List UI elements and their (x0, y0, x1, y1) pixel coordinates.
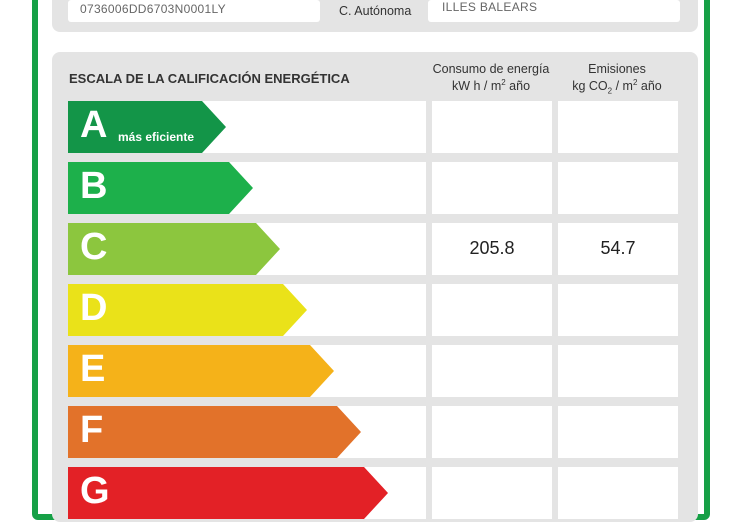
rating-letter: D (80, 287, 108, 329)
rating-letter: A (80, 104, 108, 146)
energy-column-header: Consumo de energía kW h / m2 año (428, 61, 554, 95)
region-field: ILLES BALEARS (428, 0, 680, 22)
rating-bar-cell: G (68, 467, 426, 519)
energy-value-cell (432, 162, 552, 214)
rating-arrow-f: F (68, 406, 361, 458)
energy-value-cell (432, 284, 552, 336)
emissions-value-cell (558, 162, 678, 214)
energy-value: 205.8 (469, 238, 515, 258)
energy-value-cell (432, 101, 552, 153)
rating-bar-cell: E (68, 345, 426, 397)
emissions-header-line2: kg CO2 / m2 año (572, 77, 662, 96)
rating-row-f: F (0, 406, 750, 458)
rating-arrow-c: C (68, 223, 280, 275)
emissions-value-cell (558, 101, 678, 153)
rating-arrow-d: D (68, 284, 307, 336)
energy-header-line2: kW h / m2 año (451, 77, 531, 93)
rating-letter: C (80, 226, 108, 268)
rating-row-b: B (0, 162, 750, 214)
energy-value-cell: 205.8 (432, 223, 552, 275)
rating-bar-cell: D (68, 284, 426, 336)
rating-note: más eficiente (118, 130, 195, 144)
energy-value-cell (432, 345, 552, 397)
rating-bar-cell: B (68, 162, 426, 214)
emissions-column-header: Emisiones kg CO2 / m2 año (554, 61, 680, 95)
region-label: C. Autónoma (339, 4, 412, 18)
emissions-value-cell (558, 467, 678, 519)
emissions-value-cell (558, 284, 678, 336)
energy-header-line1: Consumo de energía (432, 62, 550, 76)
rating-row-c: C 205.8 54.7 (0, 223, 750, 275)
rating-row-e: E (0, 345, 750, 397)
rating-letter: F (80, 409, 104, 451)
rating-row-g: G (0, 467, 750, 519)
energy-value-cell (432, 406, 552, 458)
emissions-value-cell: 54.7 (558, 223, 678, 275)
rating-letter: G (80, 470, 110, 512)
reference-field: 0736006DD6703N0001LY (68, 0, 320, 22)
emissions-value-cell (558, 406, 678, 458)
emissions-value: 54.7 (600, 238, 636, 258)
rating-letter: E (80, 348, 106, 390)
rating-bar-cell: F (68, 406, 426, 458)
rating-row-d: D (0, 284, 750, 336)
reference-value: 0736006DD6703N0001LY (80, 2, 226, 16)
energy-value-cell (432, 467, 552, 519)
rating-arrow-e: E (68, 345, 334, 397)
rating-arrow-b: B (68, 162, 253, 214)
scale-title: ESCALA DE LA CALIFICACIÓN ENERGÉTICA (69, 71, 350, 86)
region-value: ILLES BALEARS (442, 0, 538, 14)
emissions-header-line1: Emisiones (588, 62, 646, 76)
rating-arrow-g: G (68, 467, 388, 519)
rating-bar-cell: C (68, 223, 426, 275)
emissions-value-cell (558, 345, 678, 397)
rating-letter: B (80, 165, 108, 207)
